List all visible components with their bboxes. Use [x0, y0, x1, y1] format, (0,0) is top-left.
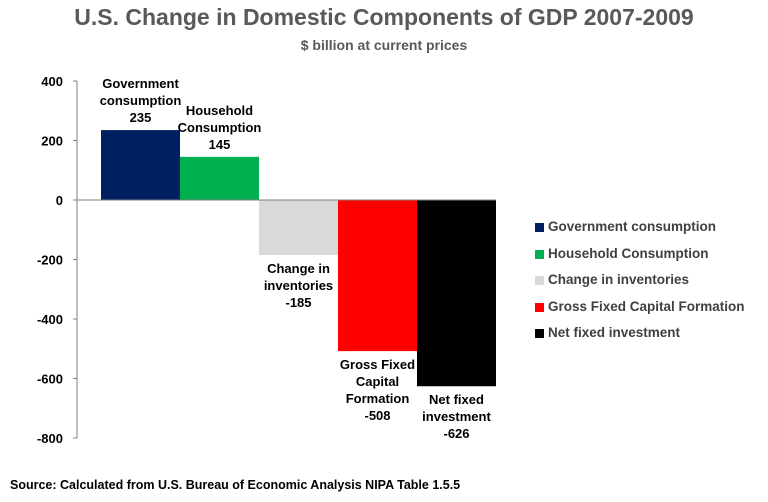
- data-label: inventories: [264, 278, 333, 293]
- data-label: Formation: [346, 391, 410, 406]
- data-label: Capital: [356, 374, 399, 389]
- legend-label: Government consumption: [548, 219, 717, 234]
- y-tick-label: -800: [37, 431, 63, 446]
- data-label: consumption: [100, 93, 182, 108]
- y-tick: -600: [37, 372, 77, 387]
- data-label: -508: [364, 408, 390, 423]
- y-tick-label: -200: [37, 253, 63, 268]
- data-label: Gross Fixed: [340, 357, 415, 372]
- y-tick: 0: [56, 193, 77, 208]
- bar: [180, 156, 259, 200]
- data-label: Change in: [267, 261, 330, 276]
- bar: [101, 130, 180, 200]
- legend-label: Household Consumption: [548, 245, 709, 261]
- data-label: Government: [102, 76, 179, 91]
- data-label: 145: [209, 137, 231, 152]
- y-tick: 400: [41, 74, 77, 89]
- data-label: Household: [186, 103, 253, 118]
- legend-label: Net fixed investment: [548, 325, 681, 340]
- legend-swatch: [535, 223, 544, 232]
- chart-title: U.S. Change in Domestic Components of GD…: [74, 4, 694, 30]
- legend-swatch: [535, 249, 544, 259]
- y-tick-label: 200: [41, 134, 63, 149]
- y-tick-label: -600: [37, 372, 63, 387]
- data-label: -626: [443, 426, 469, 441]
- y-tick: 200: [41, 134, 77, 149]
- legend-swatch: [535, 276, 544, 285]
- legend-label: Change in inventories: [548, 272, 690, 287]
- data-label: 235: [130, 110, 152, 125]
- data-label: Consumption: [178, 120, 262, 135]
- legend-label: Gross Fixed Capital Formation: [548, 298, 745, 314]
- y-tick-label: -400: [37, 312, 63, 327]
- bar: [338, 200, 417, 352]
- source-note: Source: Calculated from U.S. Bureau of E…: [10, 478, 461, 492]
- data-label: Net fixed: [429, 392, 484, 407]
- y-tick: -400: [37, 312, 77, 327]
- y-tick-label: 400: [41, 74, 63, 89]
- y-tick-label: 0: [56, 193, 63, 208]
- bar: [417, 200, 496, 387]
- data-label: investment: [422, 409, 491, 424]
- legend-swatch: [535, 302, 544, 312]
- data-label: -185: [285, 295, 311, 310]
- legend-swatch: [535, 329, 544, 338]
- y-tick: -800: [37, 431, 77, 446]
- y-tick: -200: [37, 253, 77, 268]
- chart-subtitle: $ billion at current prices: [300, 37, 468, 53]
- bar: [259, 200, 338, 256]
